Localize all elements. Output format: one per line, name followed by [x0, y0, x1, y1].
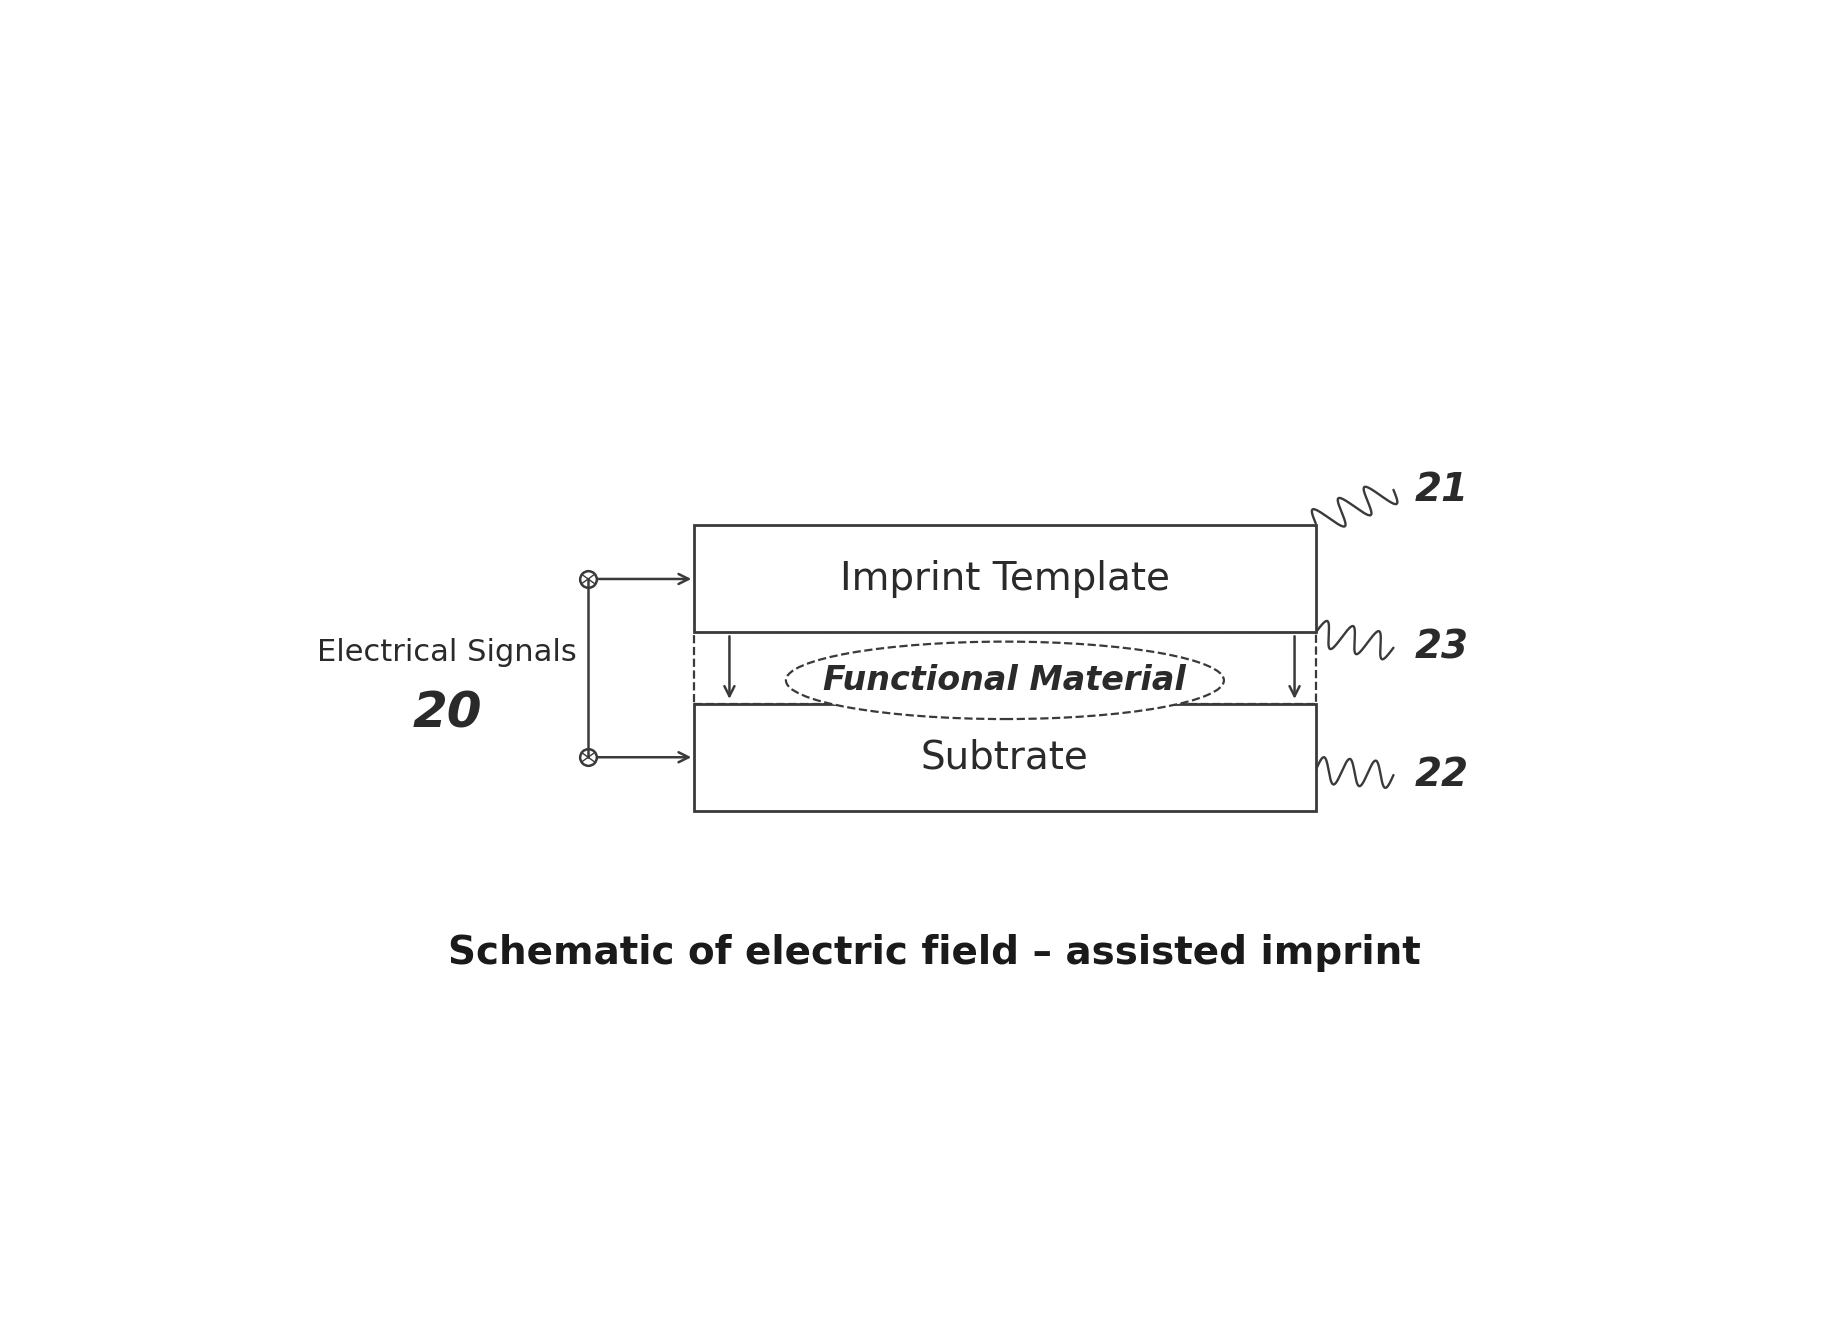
Text: 23: 23	[1415, 628, 1469, 667]
Ellipse shape	[786, 642, 1223, 718]
Bar	[695, 525, 1316, 632]
Bar	[695, 704, 1316, 811]
Text: 22: 22	[1415, 755, 1469, 794]
Text: 20: 20	[412, 691, 481, 738]
Text: Functional Material: Functional Material	[824, 664, 1187, 697]
Text: 21: 21	[1415, 471, 1469, 509]
Text: Imprint Template: Imprint Template	[840, 560, 1170, 598]
Bar	[695, 632, 1316, 704]
Text: Subtrate: Subtrate	[921, 738, 1088, 777]
Text: Schematic of electric field – assisted imprint: Schematic of electric field – assisted i…	[448, 934, 1420, 972]
Text: Electrical Signals: Electrical Signals	[317, 638, 576, 667]
